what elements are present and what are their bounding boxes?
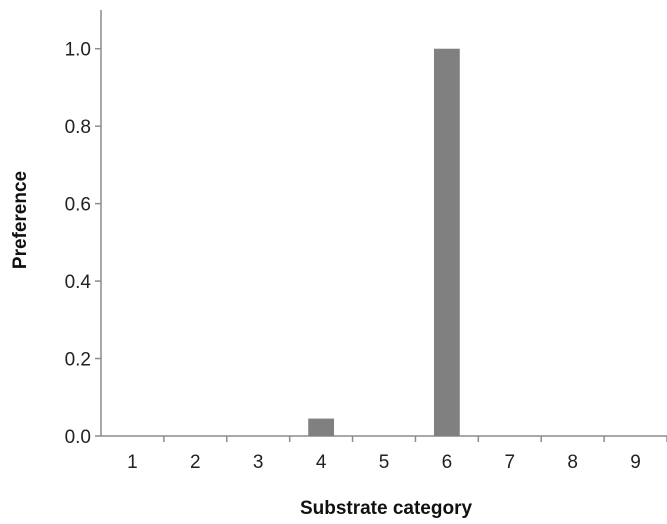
y-axis-title: Preference: [10, 171, 31, 269]
x-axis: 1 2 3 4 5 6 7 8 9: [101, 435, 667, 473]
x-tick-label: 7: [504, 452, 515, 473]
x-tick-label: 8: [567, 452, 578, 473]
y-tick-label: 1.0: [65, 40, 91, 61]
bar-4: [308, 418, 335, 436]
bar-6: [433, 48, 460, 437]
y-tick-label: 0.8: [65, 117, 91, 138]
x-tick-label: 3: [253, 452, 264, 473]
x-tick-label: 5: [379, 452, 390, 473]
bars: [308, 48, 460, 437]
x-tick-label: 4: [316, 452, 327, 473]
y-tick-label: 0.0: [65, 427, 91, 448]
x-tick-label: 6: [442, 452, 453, 473]
y-axis: 0.0 0.2 0.4 0.6 0.8 1.0: [65, 10, 102, 448]
x-tick-label: 9: [630, 452, 641, 473]
y-tick-label: 0.2: [65, 350, 91, 371]
y-tick-label: 0.4: [65, 272, 92, 293]
y-tick-label: 0.6: [65, 195, 91, 216]
x-tick-label: 2: [190, 452, 201, 473]
x-tick-label: 1: [127, 452, 138, 473]
x-axis-title: Substrate category: [300, 498, 473, 519]
